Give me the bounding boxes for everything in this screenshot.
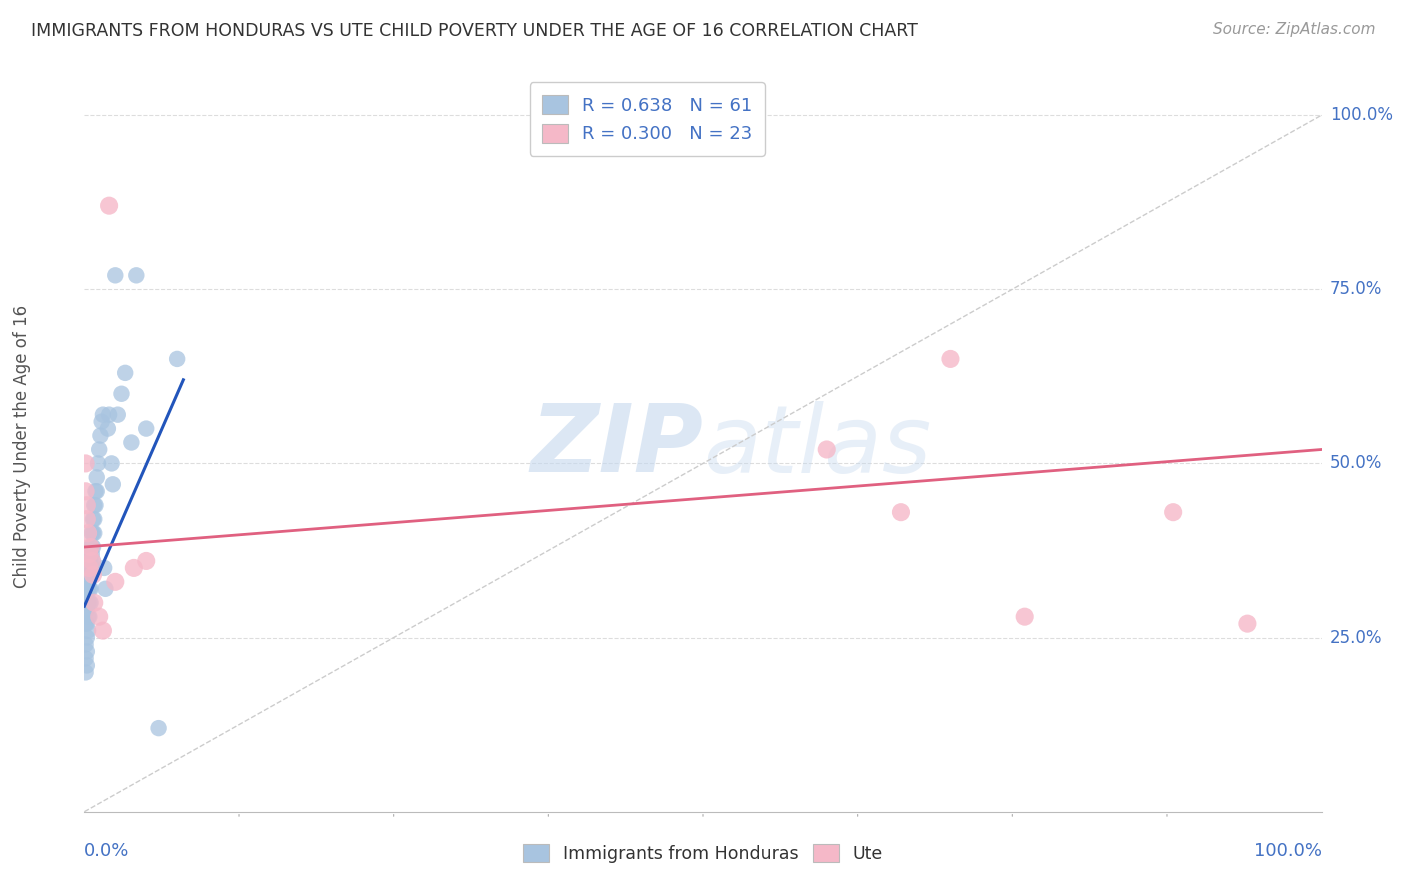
Point: [80, 526, 103, 541]
Text: atlas: atlas: [703, 401, 931, 491]
Point: [1236, 616, 1258, 631]
Point: [84, 484, 107, 499]
Point: [76, 658, 98, 673]
Point: [91, 408, 114, 422]
Point: [82, 512, 104, 526]
Point: [79, 567, 101, 582]
Point: [94, 582, 117, 596]
Point: [89, 442, 111, 457]
Point: [76, 616, 98, 631]
Legend: Immigrants from Honduras, Ute: Immigrants from Honduras, Ute: [516, 838, 890, 870]
Point: [87, 457, 110, 471]
Point: [80, 547, 103, 561]
Point: [890, 505, 912, 519]
Point: [125, 268, 148, 283]
Point: [75, 596, 97, 610]
Point: [75, 651, 97, 665]
Point: [166, 351, 188, 366]
Point: [93, 561, 115, 575]
Point: [82, 554, 104, 568]
Point: [1161, 505, 1184, 519]
Point: [86, 470, 108, 484]
Point: [79, 596, 101, 610]
Point: [79, 547, 101, 561]
Point: [80, 561, 103, 575]
Point: [82, 567, 104, 582]
Point: [79, 609, 101, 624]
Point: [84, 498, 107, 512]
Text: 25.0%: 25.0%: [1330, 629, 1382, 647]
Point: [79, 582, 101, 596]
Point: [91, 624, 114, 638]
Point: [122, 561, 145, 575]
Point: [83, 498, 105, 512]
Point: [148, 721, 170, 735]
Point: [75, 457, 97, 471]
Point: [77, 596, 100, 610]
Text: 0.0%: 0.0%: [84, 842, 129, 860]
Point: [120, 435, 142, 450]
Point: [79, 540, 101, 554]
Text: 100.0%: 100.0%: [1254, 842, 1322, 860]
Legend: R = 0.638   N = 61, R = 0.300   N = 23: R = 0.638 N = 61, R = 0.300 N = 23: [530, 82, 765, 156]
Text: IMMIGRANTS FROM HONDURAS VS UTE CHILD POVERTY UNDER THE AGE OF 16 CORRELATION CH: IMMIGRANTS FROM HONDURAS VS UTE CHILD PO…: [31, 22, 918, 40]
Point: [75, 484, 97, 499]
Point: [75, 638, 97, 652]
Text: Child Poverty Under the Age of 16: Child Poverty Under the Age of 16: [13, 304, 31, 588]
Point: [110, 386, 132, 401]
Point: [90, 415, 112, 429]
Point: [77, 609, 100, 624]
Point: [76, 631, 98, 645]
Point: [100, 457, 122, 471]
Point: [107, 408, 129, 422]
Point: [101, 477, 124, 491]
Point: [76, 582, 98, 596]
Point: [76, 498, 98, 512]
Text: ZIP: ZIP: [530, 400, 703, 492]
Point: [80, 554, 103, 568]
Point: [79, 554, 101, 568]
Text: 100.0%: 100.0%: [1330, 106, 1393, 124]
Point: [89, 609, 111, 624]
Point: [79, 582, 101, 596]
Point: [80, 540, 103, 554]
Point: [98, 199, 121, 213]
Point: [135, 421, 157, 435]
Point: [76, 644, 98, 658]
Point: [79, 561, 101, 575]
Point: [97, 421, 120, 435]
Point: [79, 596, 101, 610]
Point: [98, 408, 121, 422]
Text: Source: ZipAtlas.com: Source: ZipAtlas.com: [1212, 22, 1375, 37]
Point: [815, 442, 838, 457]
Point: [77, 624, 100, 638]
Point: [82, 540, 104, 554]
Point: [77, 582, 100, 596]
Point: [79, 540, 101, 554]
Point: [83, 512, 105, 526]
Point: [77, 526, 100, 541]
Point: [82, 526, 104, 541]
Point: [83, 526, 105, 541]
Point: [89, 428, 111, 442]
Point: [79, 567, 101, 582]
Text: 75.0%: 75.0%: [1330, 280, 1382, 298]
Point: [75, 665, 97, 680]
Point: [104, 268, 127, 283]
Point: [86, 484, 108, 499]
Point: [104, 574, 127, 589]
Point: [1014, 609, 1036, 624]
Point: [114, 366, 136, 380]
Point: [77, 567, 100, 582]
Point: [76, 603, 98, 617]
Point: [939, 351, 962, 366]
Text: 50.0%: 50.0%: [1330, 454, 1382, 473]
Point: [76, 512, 98, 526]
Point: [135, 554, 157, 568]
Point: [75, 616, 97, 631]
Point: [83, 596, 105, 610]
Point: [79, 554, 101, 568]
